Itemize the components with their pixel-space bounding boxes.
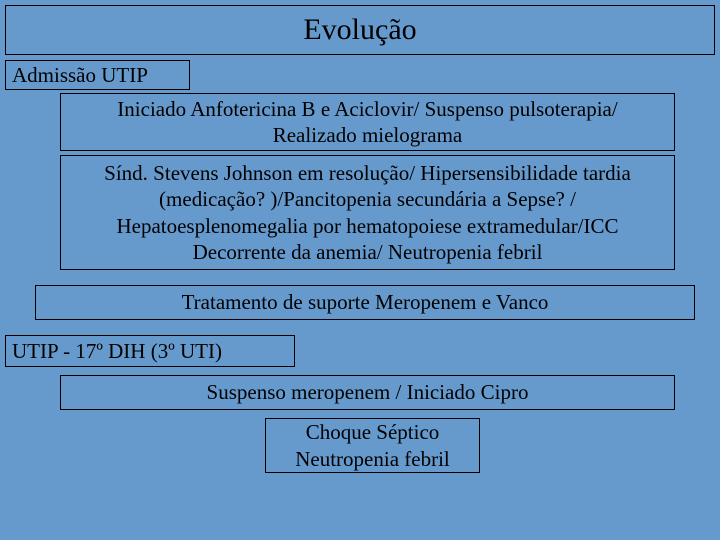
iniciado-line2: Realizado mielograma: [273, 122, 463, 148]
sind-box: Sínd. Stevens Johnson em resolução/ Hipe…: [60, 155, 675, 270]
iniciado-box: Iniciado Anfotericina B e Aciclovir/ Sus…: [60, 93, 675, 151]
sind-line2: (medicação? )/Pancitopenia secundária a …: [159, 186, 576, 212]
sind-line4: Decorrente da anemia/ Neutropenia febril: [193, 239, 543, 265]
choque-line1: Choque Séptico: [306, 419, 440, 445]
utip-text: UTIP - 17º DIH (3º UTI): [12, 338, 222, 364]
utip-box: UTIP - 17º DIH (3º UTI): [5, 335, 295, 367]
sind-line3: Hepatoesplenomegalia por hematopoiese ex…: [116, 213, 618, 239]
choque-line2: Neutropenia febril: [295, 446, 450, 472]
title-text: Evolução: [303, 11, 416, 49]
sind-line1: Sínd. Stevens Johnson em resolução/ Hipe…: [104, 160, 631, 186]
iniciado-line1: Iniciado Anfotericina B e Aciclovir/ Sus…: [117, 96, 617, 122]
suspenso-box: Suspenso meropenem / Iniciado Cipro: [60, 375, 675, 410]
title-box: Evolução: [5, 5, 715, 55]
admissao-box: Admissão UTIP: [5, 60, 190, 90]
tratamento-text: Tratamento de suporte Meropenem e Vanco: [182, 289, 549, 315]
suspenso-text: Suspenso meropenem / Iniciado Cipro: [207, 379, 529, 405]
admissao-text: Admissão UTIP: [12, 62, 148, 88]
tratamento-box: Tratamento de suporte Meropenem e Vanco: [35, 285, 695, 320]
choque-box: Choque Séptico Neutropenia febril: [265, 418, 480, 473]
